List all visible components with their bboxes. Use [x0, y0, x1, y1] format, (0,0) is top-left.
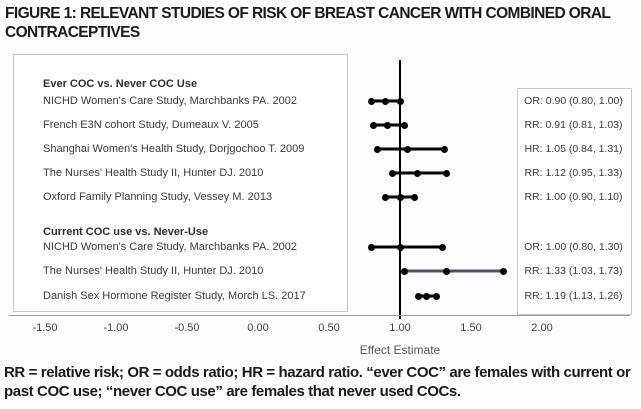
confidence-interval-line — [371, 245, 443, 249]
estimate-value: RR: 0.91 (0.81, 1.03) — [524, 119, 623, 131]
ci-high-marker — [440, 145, 448, 153]
point-estimate-marker — [443, 267, 451, 275]
ci-high-marker — [410, 193, 418, 201]
x-tick-label: -0.50 — [174, 322, 200, 334]
group-header: Current COC use vs. Never-Use — [43, 226, 209, 238]
ci-low-marker — [382, 193, 390, 201]
study-label: The Nurses' Health Study II, Hunter DJ. … — [43, 167, 264, 179]
ci-low-marker — [414, 292, 422, 300]
x-axis-title: Effect Estimate — [359, 343, 441, 357]
estimate-value: RR: 1.12 (0.95, 1.33) — [524, 167, 623, 179]
estimate-value: OR: 0.90 (0.80, 1.00) — [524, 95, 623, 107]
x-tick-label: -1.00 — [103, 322, 129, 334]
estimates-box — [517, 88, 632, 315]
estimate-value: OR: 1.00 (0.80, 1.30) — [524, 241, 623, 253]
x-tick-label: 0.50 — [318, 322, 340, 334]
x-axis-line — [9, 315, 630, 316]
point-estimate-marker — [396, 243, 404, 251]
study-label: Oxford Family Planning Study, Vessey M. … — [43, 191, 273, 203]
ci-high-marker — [400, 121, 408, 129]
ci-low-marker — [369, 121, 377, 129]
ci-high-marker — [433, 292, 441, 300]
x-tick-label: 0.00 — [247, 322, 269, 334]
estimate-value: RR: 1.00 (0.90, 1.10) — [524, 191, 623, 203]
footnote: RR = relative risk; OR = odds ratio; HR … — [4, 364, 631, 400]
study-label: The Nurses' Health Study II, Hunter DJ. … — [43, 265, 264, 277]
ci-low-marker — [389, 169, 397, 177]
ci-low-marker — [400, 267, 408, 275]
ci-high-marker — [443, 169, 451, 177]
study-label: NICHD Women's Care Study, Marchbanks PA.… — [43, 95, 297, 107]
point-estimate-marker — [423, 292, 431, 300]
confidence-interval-line — [377, 147, 444, 151]
ci-low-marker — [368, 97, 376, 105]
study-label: NICHD Women's Care Study, Marchbanks PA.… — [43, 241, 297, 253]
x-tick-label: 2.00 — [531, 322, 553, 334]
estimate-value: RR: 1.33 (1.03, 1.73) — [524, 265, 623, 277]
group-header: Ever COC vs. Never COC Use — [43, 78, 198, 90]
point-estimate-marker — [383, 121, 391, 129]
estimate-value: RR: 1.19 (1.13, 1.26) — [524, 290, 623, 302]
study-label: French E3N cohort Study, Dumeaux V. 2005 — [43, 119, 259, 131]
estimate-value: HR: 1.05 (0.84, 1.31) — [524, 143, 623, 155]
ci-high-marker — [500, 267, 508, 275]
x-tick-label: 1.00 — [389, 322, 411, 334]
point-estimate-marker — [396, 193, 404, 201]
reference-line — [399, 60, 401, 319]
study-label: Danish Sex Hormone Register Study, Morch… — [43, 290, 306, 302]
point-estimate-marker — [382, 97, 390, 105]
x-tick-label: -1.50 — [32, 322, 58, 334]
x-tick-label: 1.50 — [460, 322, 482, 334]
study-labels-box — [13, 54, 348, 312]
ci-low-marker — [368, 243, 376, 251]
point-estimate-marker — [413, 169, 421, 177]
figure-title: FIGURE 1: RELEVANT STUDIES OF RISK OF BR… — [5, 5, 611, 41]
ci-high-marker — [396, 97, 404, 105]
point-estimate-marker — [403, 145, 411, 153]
study-label: Shanghai Women's Health Study, Dorjgocho… — [43, 143, 305, 155]
ci-low-marker — [373, 145, 381, 153]
ci-high-marker — [439, 243, 447, 251]
confidence-interval-line — [404, 269, 504, 273]
